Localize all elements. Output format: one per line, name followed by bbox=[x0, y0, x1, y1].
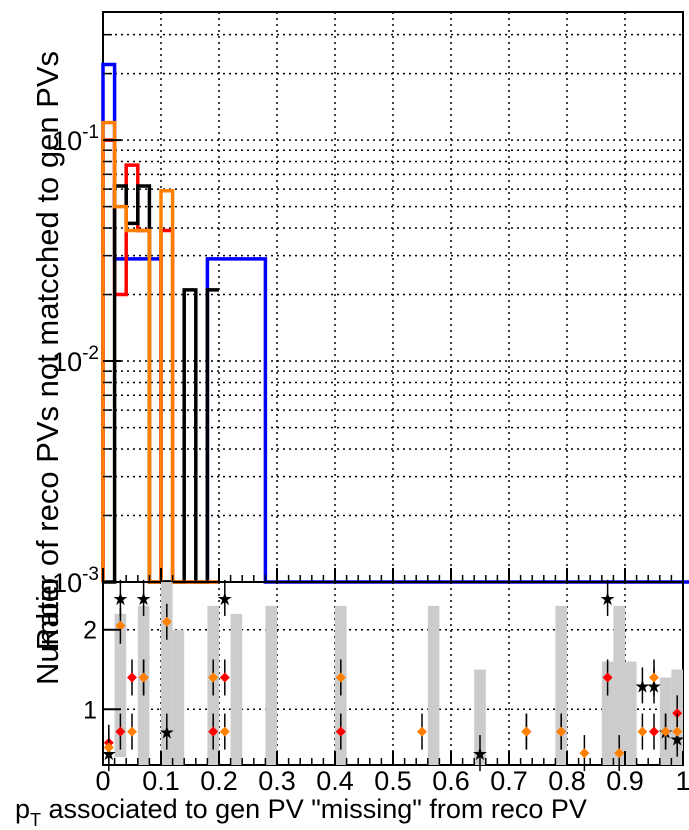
x-tick-label: 0.2 bbox=[200, 766, 238, 796]
ratio-band bbox=[172, 629, 185, 765]
y-tick-label: 10-2 bbox=[52, 343, 99, 377]
ratio-point bbox=[602, 672, 613, 683]
ratio-band bbox=[613, 605, 625, 765]
x-tick-label: 0.7 bbox=[490, 766, 528, 796]
ratio-y-tick-label: 1 bbox=[83, 696, 97, 724]
ratio-point-star: ★ bbox=[217, 589, 233, 609]
ratio-point bbox=[649, 672, 659, 683]
ratio-point-star: ★ bbox=[600, 589, 616, 609]
ratio-point bbox=[208, 726, 219, 737]
ratio-band bbox=[427, 605, 440, 765]
ratio-point bbox=[219, 726, 230, 737]
y-tick-label: 10-1 bbox=[52, 122, 99, 156]
ratio-band bbox=[161, 582, 173, 765]
ratio-band bbox=[625, 661, 637, 765]
ratio-point bbox=[208, 672, 219, 683]
ratio-point bbox=[637, 726, 648, 737]
ratio-point bbox=[614, 748, 625, 759]
ratio-axis-label: Ratio bbox=[30, 578, 65, 650]
ratio-point bbox=[115, 726, 126, 737]
ratio-point bbox=[579, 748, 590, 759]
ratio-point-star: ★ bbox=[634, 676, 650, 696]
ratio-point bbox=[660, 726, 671, 737]
ratio-point bbox=[672, 708, 683, 719]
ratio-band bbox=[474, 669, 486, 765]
ratio-point bbox=[219, 672, 230, 683]
x-tick-label: 0.1 bbox=[142, 766, 180, 796]
ratio-point bbox=[161, 616, 172, 627]
ratio-y-tick-label: 2 bbox=[83, 617, 97, 645]
ratio-point bbox=[556, 726, 567, 737]
ratio-point bbox=[672, 726, 683, 737]
ratio-band bbox=[230, 613, 243, 765]
ratio-point bbox=[127, 726, 137, 737]
ratio-point-star: ★ bbox=[112, 589, 128, 609]
x-tick-label: 0 bbox=[95, 766, 110, 796]
ratio-point-star: ★ bbox=[136, 589, 152, 609]
bottom-panel: ★★★★★★★★★★★00.10.20.30.40.50.60.70.80.91… bbox=[83, 579, 689, 796]
ratio-point-star: ★ bbox=[472, 744, 488, 764]
ratio-point bbox=[417, 726, 427, 737]
ratio-point bbox=[521, 726, 532, 737]
ratio-point bbox=[115, 620, 126, 631]
histogram-series-1 bbox=[101, 62, 689, 584]
ratio-point bbox=[103, 742, 114, 753]
x-tick-label: 1 bbox=[675, 766, 689, 796]
y-tick-label: 10-3 bbox=[52, 564, 99, 598]
x-tick-label: 0.8 bbox=[548, 766, 586, 796]
ratio-band bbox=[555, 605, 567, 765]
ratio-point-star: ★ bbox=[159, 723, 175, 743]
ratio-point bbox=[127, 672, 137, 683]
histogram-series-4 bbox=[101, 120, 219, 584]
x-axis-label: pT associated to gen PV "missing" from r… bbox=[15, 794, 587, 830]
ratio-band bbox=[114, 613, 127, 758]
ratio-band bbox=[601, 661, 614, 765]
ratio-point bbox=[335, 726, 346, 737]
y-axis-label: Number of reco PVs not matcched to gen P… bbox=[30, 51, 65, 685]
ratio-point bbox=[335, 672, 346, 683]
x-tick-label: 0.9 bbox=[606, 766, 644, 796]
x-tick-label: 0.4 bbox=[316, 766, 354, 796]
ratio-band bbox=[265, 605, 277, 765]
ratio-point bbox=[649, 726, 659, 737]
x-tick-label: 0.3 bbox=[258, 766, 296, 796]
ratio-point bbox=[138, 672, 149, 683]
top-panel: 10-3 10-2 10-1 bbox=[52, 11, 689, 598]
x-tick-label: 0.6 bbox=[432, 766, 470, 796]
x-tick-label: 0.5 bbox=[374, 766, 412, 796]
